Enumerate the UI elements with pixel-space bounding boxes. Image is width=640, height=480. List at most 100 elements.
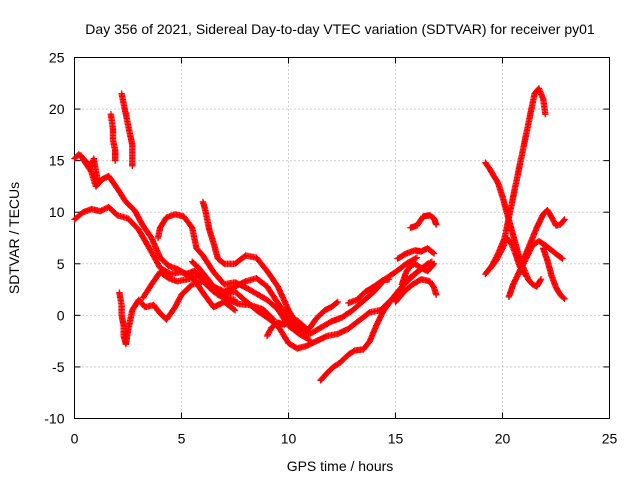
plus-marker-run bbox=[366, 323, 379, 345]
plus-marker-run bbox=[362, 284, 377, 295]
plus-marker-run bbox=[317, 319, 334, 331]
y-tick-label: 10 bbox=[49, 204, 65, 220]
plus-marker bbox=[561, 216, 568, 223]
plus-marker-run bbox=[407, 261, 417, 269]
series-track-16 bbox=[407, 212, 440, 231]
plus-marker bbox=[542, 111, 549, 118]
plus-marker-run bbox=[323, 364, 336, 377]
plus-marker-run bbox=[552, 221, 563, 229]
plus-marker-run bbox=[263, 283, 281, 305]
plus-marker-run bbox=[373, 310, 386, 329]
plus-marker bbox=[432, 221, 440, 228]
plus-marker-run bbox=[116, 289, 125, 307]
x-tick-label: 0 bbox=[71, 431, 79, 447]
plus-marker-run bbox=[263, 267, 281, 289]
plus-marker-run bbox=[150, 301, 163, 316]
plus-marker-run bbox=[135, 226, 152, 251]
plus-marker-run bbox=[486, 258, 499, 273]
y-axis-label: SDTVAR / TECUs bbox=[6, 182, 22, 294]
plus-marker-run bbox=[392, 289, 407, 306]
plus-marker bbox=[430, 250, 438, 257]
plus-marker bbox=[129, 162, 136, 169]
plus-marker-run bbox=[199, 252, 216, 274]
plus-marker-run bbox=[263, 325, 274, 340]
plus-marker-run bbox=[392, 261, 409, 276]
plus-marker-run bbox=[199, 289, 216, 310]
data-marks bbox=[71, 85, 568, 384]
plus-marker-run bbox=[548, 214, 559, 228]
plus-marker-run bbox=[285, 307, 302, 330]
series-track-23 bbox=[540, 245, 568, 303]
plus-marker-run bbox=[139, 282, 154, 301]
plus-marker-run bbox=[529, 281, 539, 289]
plus-marker-run bbox=[156, 254, 171, 268]
series-track-7 bbox=[139, 268, 277, 323]
x-tick-label: 25 bbox=[602, 431, 618, 447]
y-tick-label: 0 bbox=[57, 307, 65, 323]
series-track-4 bbox=[118, 90, 136, 169]
plus-marker-run bbox=[510, 174, 521, 200]
plus-marker-run bbox=[426, 212, 437, 221]
plus-marker-run bbox=[171, 292, 184, 311]
plus-marker-run bbox=[146, 245, 163, 270]
plus-marker-run bbox=[274, 283, 292, 312]
plus-marker-run bbox=[338, 307, 355, 321]
series-track-2 bbox=[71, 151, 309, 331]
plus-marker-run bbox=[156, 215, 169, 231]
plus-marker-run bbox=[424, 261, 437, 275]
plus-marker-run bbox=[503, 234, 514, 246]
plus-marker bbox=[559, 255, 566, 262]
y-tick-label: 25 bbox=[49, 50, 65, 66]
series-track-22 bbox=[520, 207, 568, 262]
x-tick-label: 15 bbox=[388, 431, 404, 447]
plus-marker bbox=[432, 291, 440, 298]
axis-ticks: 0 5 10 15 20 25 -10 -5 0 5 10 15 20 25 bbox=[44, 50, 617, 447]
plus-marker-run bbox=[554, 252, 565, 262]
plus-marker-run bbox=[221, 298, 237, 313]
plus-marker-run bbox=[317, 370, 330, 384]
plus-marker-run bbox=[522, 112, 534, 139]
plus-marker-run bbox=[518, 133, 529, 159]
plus-marker bbox=[334, 298, 341, 306]
plus-marker-run bbox=[370, 278, 385, 290]
plus-marker bbox=[385, 276, 393, 283]
plus-marker bbox=[413, 254, 421, 261]
y-tick-label: -5 bbox=[52, 359, 65, 375]
plus-marker-run bbox=[426, 278, 437, 290]
series-track-13 bbox=[345, 276, 393, 307]
plus-marker-run bbox=[148, 270, 163, 288]
plus-marker-run bbox=[355, 310, 372, 324]
plus-marker-run bbox=[195, 273, 210, 286]
plus-marker-run bbox=[77, 152, 88, 165]
plus-marker-run bbox=[533, 212, 546, 231]
plus-marker-run bbox=[178, 282, 195, 298]
plus-marker-run bbox=[557, 291, 567, 301]
plus-marker-run bbox=[533, 277, 544, 290]
plus-marker-run bbox=[400, 282, 415, 295]
plus-marker-run bbox=[231, 253, 248, 267]
plus-marker-run bbox=[124, 308, 136, 334]
plus-marker bbox=[94, 178, 102, 185]
plus-marker-run bbox=[540, 95, 549, 116]
plus-marker-run bbox=[214, 291, 231, 303]
plus-marker-run bbox=[71, 210, 85, 223]
plus-marker-run bbox=[490, 172, 501, 186]
plus-marker-run bbox=[253, 275, 270, 289]
plus-marker-run bbox=[495, 180, 506, 199]
y-tick-label: 20 bbox=[49, 101, 65, 117]
plus-marker-run bbox=[189, 258, 201, 271]
series-track-14 bbox=[392, 276, 440, 306]
plus-marker-run bbox=[135, 296, 148, 310]
series-track-10 bbox=[199, 198, 421, 338]
plus-marker-run bbox=[195, 264, 210, 281]
plus-marker-run bbox=[411, 260, 424, 271]
x-tick-label: 20 bbox=[495, 431, 511, 447]
plus-marker bbox=[430, 260, 438, 267]
plus-marker-run bbox=[345, 318, 362, 332]
plus-marker-run bbox=[253, 307, 270, 320]
series-track-11 bbox=[263, 298, 341, 340]
x-tick-label: 10 bbox=[281, 431, 297, 447]
series-track-17 bbox=[398, 260, 438, 288]
